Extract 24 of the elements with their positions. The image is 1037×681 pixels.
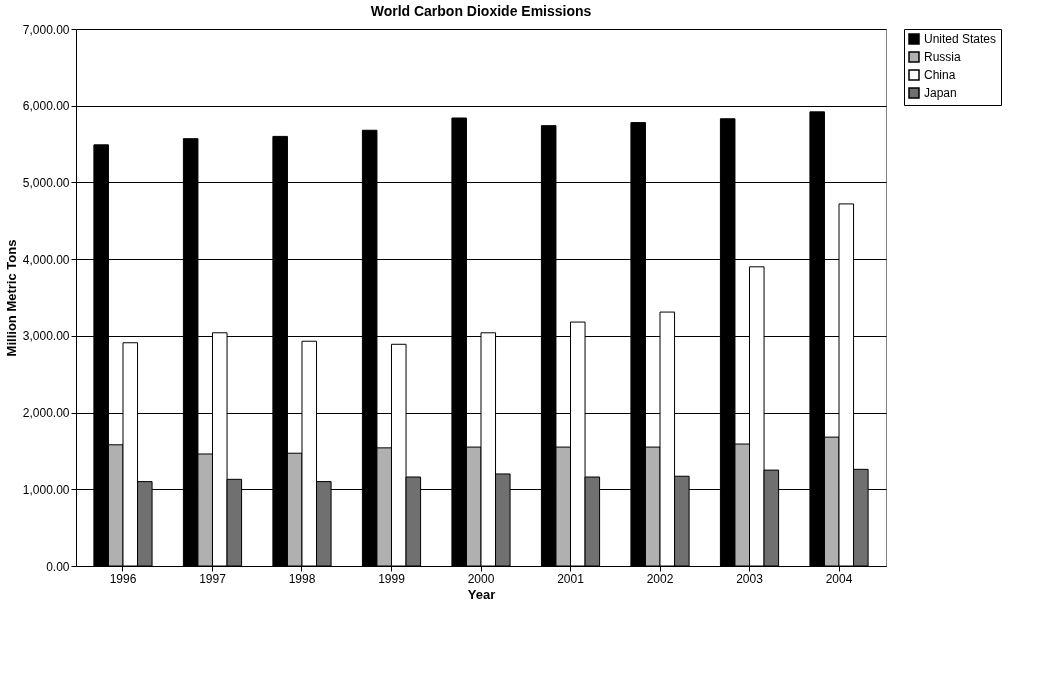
- chart-title: World Carbon Dioxide Emissions: [370, 3, 592, 19]
- y-axis-title: Million Metric Tons: [3, 239, 19, 357]
- x-tick-label: 2004: [825, 571, 853, 586]
- y-tick-label: 5,000.00: [22, 175, 70, 190]
- x-tick-label: 1996: [109, 571, 137, 586]
- y-tick-label: 3,000.00: [22, 329, 70, 344]
- legend-label: China: [924, 68, 956, 82]
- legend-label: Russia: [924, 50, 962, 64]
- legend-label: Japan: [924, 86, 957, 100]
- x-tick-label: 1997: [199, 571, 227, 586]
- x-tick-label: 1998: [288, 571, 316, 586]
- x-tick-label: 1999: [378, 571, 406, 586]
- y-tick-label: 4,000.00: [22, 252, 70, 267]
- y-tick-label: 2,000.00: [22, 406, 70, 421]
- x-tick-label: 2000: [467, 571, 495, 586]
- y-tick-label: 7,000.00: [22, 22, 70, 37]
- y-tick-label: 0.00: [46, 559, 70, 574]
- y-tick-label: 1,000.00: [22, 482, 70, 497]
- x-tick-label: 2001: [557, 571, 585, 586]
- x-tick-label: 2003: [736, 571, 764, 586]
- y-tick-label: 6,000.00: [22, 99, 70, 114]
- legend-label: United States: [924, 32, 997, 46]
- x-axis-title: Year: [467, 586, 496, 602]
- x-tick-label: 2002: [646, 571, 674, 586]
